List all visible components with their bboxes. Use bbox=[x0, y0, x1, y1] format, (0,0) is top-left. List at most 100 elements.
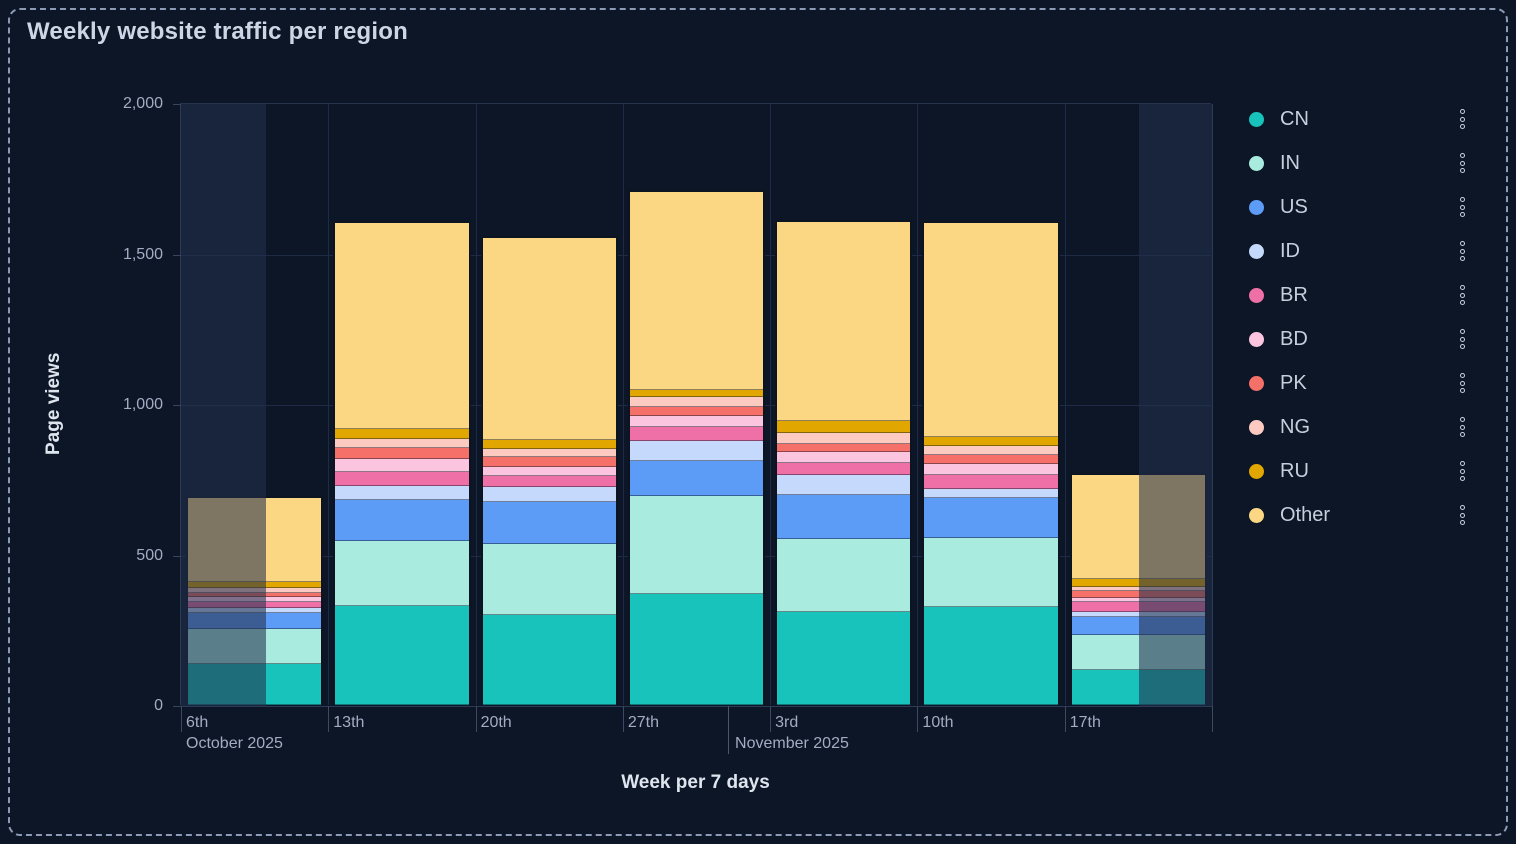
legend-item-RU[interactable]: RU bbox=[1243, 449, 1473, 493]
legend-item-menu-icon[interactable] bbox=[1460, 504, 1465, 526]
bar-segment-BR[interactable] bbox=[924, 475, 1058, 490]
legend-item-PK[interactable]: PK bbox=[1243, 361, 1473, 405]
legend-item-menu-icon[interactable] bbox=[1460, 108, 1465, 130]
legend-item-BR[interactable]: BR bbox=[1243, 273, 1473, 317]
x-tick-mark bbox=[475, 706, 477, 732]
legend-item-menu-icon[interactable] bbox=[1460, 284, 1465, 306]
legend-item-menu-icon[interactable] bbox=[1460, 240, 1465, 262]
bar-segment-US[interactable] bbox=[1071, 617, 1205, 635]
legend-item-NG[interactable]: NG bbox=[1243, 405, 1473, 449]
bar-segment-Other[interactable] bbox=[924, 223, 1058, 437]
bar-segment-Other[interactable] bbox=[335, 223, 469, 429]
legend-item-CN[interactable]: CN bbox=[1243, 97, 1473, 141]
legend-item-menu-icon[interactable] bbox=[1460, 328, 1465, 350]
bar-segment-PK[interactable] bbox=[1071, 590, 1205, 599]
bar-segment-ID[interactable] bbox=[335, 485, 469, 501]
bar-segment-IN[interactable] bbox=[188, 629, 322, 665]
bar-segment-Other[interactable] bbox=[1071, 475, 1205, 580]
bar-segment-Other[interactable] bbox=[482, 238, 616, 441]
bar-segment-PK[interactable] bbox=[777, 443, 911, 453]
bar-segment-BD[interactable] bbox=[1071, 598, 1205, 603]
bar-segment-BR[interactable] bbox=[629, 427, 764, 441]
legend-item-ID[interactable]: ID bbox=[1243, 229, 1473, 273]
bar-segment-US[interactable] bbox=[335, 500, 469, 541]
bar-segment-Other[interactable] bbox=[777, 221, 911, 422]
bar-segment-IN[interactable] bbox=[629, 495, 764, 594]
legend-item-menu-icon[interactable] bbox=[1460, 196, 1465, 218]
bar-segment-CN[interactable] bbox=[629, 593, 764, 705]
bar[interactable] bbox=[333, 221, 471, 705]
bar-segment-ID[interactable] bbox=[1071, 611, 1205, 618]
bar[interactable] bbox=[627, 189, 766, 705]
bar-segment-ID[interactable] bbox=[924, 489, 1058, 499]
x-tick-mark bbox=[1212, 706, 1213, 732]
bar-segment-NG[interactable] bbox=[1071, 586, 1205, 591]
bar-segment-NG[interactable] bbox=[924, 445, 1058, 455]
bar-segment-Other[interactable] bbox=[629, 191, 764, 390]
bar-segment-US[interactable] bbox=[777, 495, 911, 540]
bar[interactable] bbox=[480, 236, 618, 705]
bar-segment-NG[interactable] bbox=[629, 397, 764, 407]
bar-segment-PK[interactable] bbox=[924, 454, 1058, 465]
bar-segment-US[interactable] bbox=[188, 613, 322, 630]
legend-item-BD[interactable]: BD bbox=[1243, 317, 1473, 361]
bar-segment-CN[interactable] bbox=[188, 664, 322, 705]
bar-segment-Other[interactable] bbox=[188, 498, 322, 582]
bar-segment-ID[interactable] bbox=[629, 440, 764, 461]
bar-segment-IN[interactable] bbox=[335, 540, 469, 606]
legend-item-menu-icon[interactable] bbox=[1460, 152, 1465, 174]
x-tick-label: 3rd bbox=[775, 714, 799, 731]
bar-segment-PK[interactable] bbox=[335, 447, 469, 460]
bar-segment-IN[interactable] bbox=[777, 539, 911, 612]
bar-segment-IN[interactable] bbox=[482, 543, 616, 615]
legend-item-menu-icon[interactable] bbox=[1460, 372, 1465, 394]
bar-segment-CN[interactable] bbox=[1071, 670, 1205, 705]
bar-segment-BD[interactable] bbox=[629, 416, 764, 428]
bar-segment-NG[interactable] bbox=[482, 448, 616, 457]
bar-segment-RU[interactable] bbox=[1071, 579, 1205, 587]
bar-segment-RU[interactable] bbox=[482, 440, 616, 449]
bar-segment-ID[interactable] bbox=[482, 486, 616, 502]
bar-segment-BD[interactable] bbox=[924, 464, 1058, 476]
bar-segment-PK[interactable] bbox=[482, 456, 616, 467]
bar-segment-IN[interactable] bbox=[1071, 634, 1205, 671]
bar-segment-BD[interactable] bbox=[335, 459, 469, 472]
bar[interactable] bbox=[922, 221, 1060, 705]
legend-item-US[interactable]: US bbox=[1243, 185, 1473, 229]
bar[interactable] bbox=[775, 219, 913, 705]
legend-item-Other[interactable]: Other bbox=[1243, 493, 1473, 537]
bar-segment-RU[interactable] bbox=[924, 436, 1058, 446]
bar-segment-CN[interactable] bbox=[335, 605, 469, 705]
legend-item-IN[interactable]: IN bbox=[1243, 141, 1473, 185]
bar-segment-IN[interactable] bbox=[924, 538, 1058, 608]
bar-segment-RU[interactable] bbox=[188, 581, 322, 589]
bar-segment-CN[interactable] bbox=[924, 607, 1058, 705]
bar[interactable] bbox=[186, 496, 324, 705]
bar[interactable] bbox=[1069, 473, 1207, 705]
bar-segment-ID[interactable] bbox=[777, 475, 911, 496]
bar-segment-BD[interactable] bbox=[482, 466, 616, 476]
bar-segment-BR[interactable] bbox=[335, 472, 469, 486]
bar-segment-CN[interactable] bbox=[482, 614, 616, 705]
bar-segment-BR[interactable] bbox=[188, 601, 322, 609]
bar-segment-NG[interactable] bbox=[335, 438, 469, 448]
bar-segment-BR[interactable] bbox=[777, 462, 911, 476]
legend-label: NG bbox=[1280, 415, 1310, 438]
bar-segment-RU[interactable] bbox=[335, 428, 469, 439]
y-tick-mark bbox=[173, 254, 181, 256]
bar-segment-US[interactable] bbox=[924, 498, 1058, 539]
bar-segment-RU[interactable] bbox=[629, 389, 764, 398]
legend-item-menu-icon[interactable] bbox=[1460, 460, 1465, 482]
legend-label: RU bbox=[1280, 459, 1309, 482]
bar-segment-BR[interactable] bbox=[1071, 602, 1205, 612]
bar-segment-RU[interactable] bbox=[777, 421, 911, 434]
bar-segment-BD[interactable] bbox=[777, 452, 911, 463]
x-tick-label: 10th bbox=[922, 714, 954, 731]
bar-segment-BR[interactable] bbox=[482, 475, 616, 487]
bar-segment-PK[interactable] bbox=[629, 406, 764, 416]
bar-segment-US[interactable] bbox=[482, 501, 616, 544]
legend-item-menu-icon[interactable] bbox=[1460, 416, 1465, 438]
bar-segment-CN[interactable] bbox=[777, 611, 911, 705]
bar-segment-NG[interactable] bbox=[777, 433, 911, 444]
bar-segment-US[interactable] bbox=[629, 460, 764, 496]
